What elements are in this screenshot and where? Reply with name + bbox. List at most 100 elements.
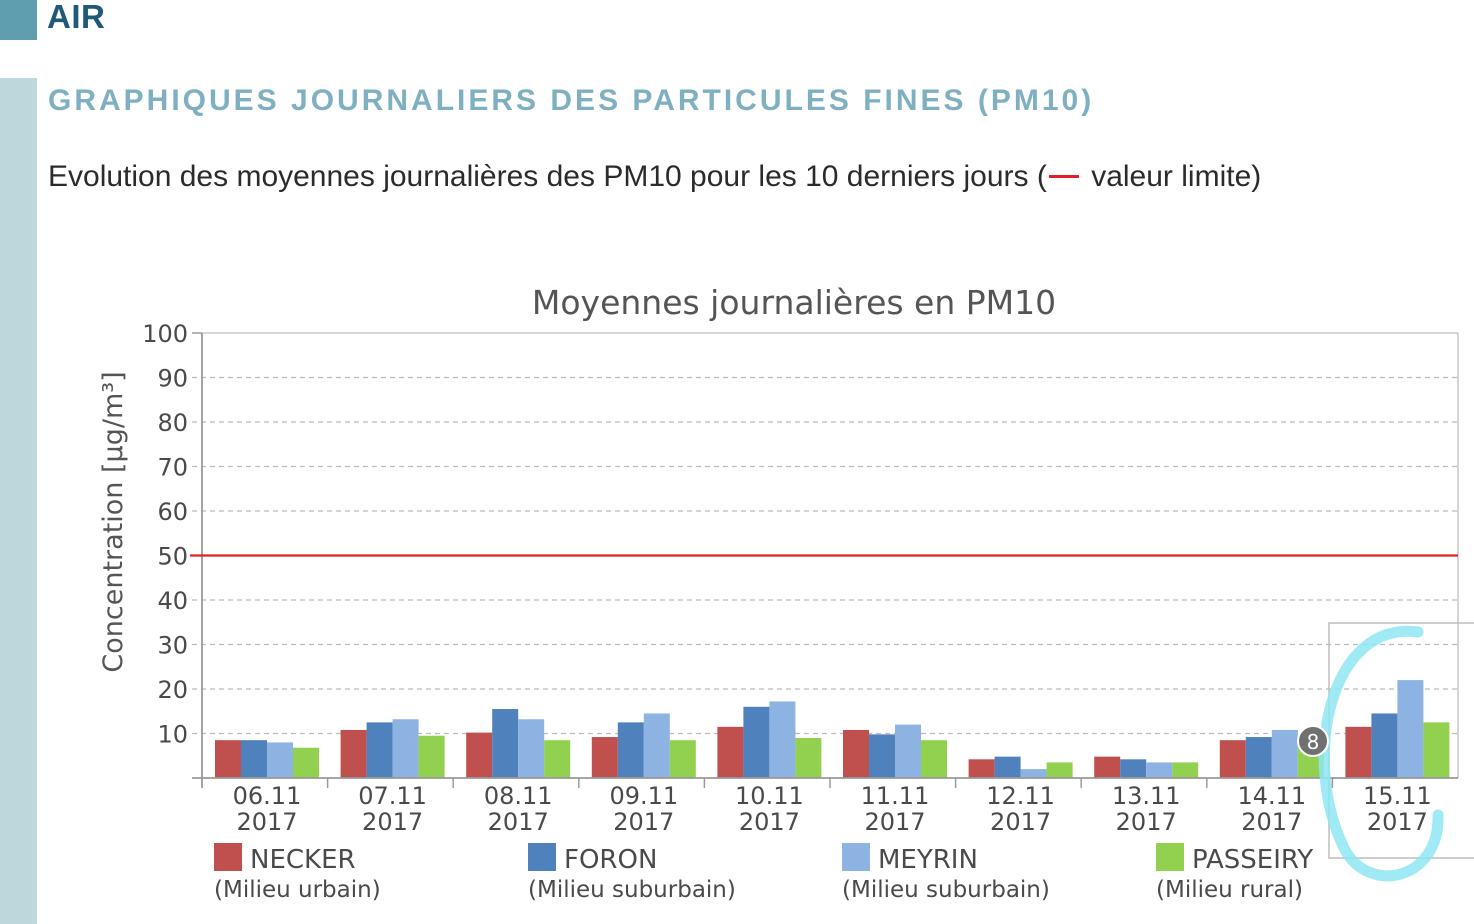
axes: [192, 332, 1459, 788]
bar-passeiry-15.11: [1423, 722, 1450, 778]
y-tick-label: 60: [157, 498, 188, 526]
bar-meyrin-09.11: [643, 713, 670, 778]
bar-passeiry-10.11: [795, 737, 822, 778]
bar-foron-14.11: [1245, 737, 1272, 778]
screen-annotation-overlay: 8: [1297, 622, 1474, 882]
bar-foron-06.11: [241, 740, 267, 778]
bar-foron-13.11: [1120, 759, 1147, 778]
description-text-after: valeur limite): [1082, 160, 1262, 193]
x-tick-label-year: 2017: [1116, 808, 1177, 836]
marker-badge: [1297, 725, 1329, 757]
legend-sublabel-meyrin: (Milieu suburbain): [842, 877, 1050, 903]
bar-meyrin-13.11: [1146, 762, 1173, 778]
bar-necker-10.11: [717, 726, 744, 778]
legend-label-meyrin: MEYRIN: [878, 845, 978, 875]
legend-swatch-foron: [528, 843, 556, 871]
bar-meyrin-10.11: [769, 701, 796, 778]
y-tick-label: 40: [157, 587, 188, 615]
chart-description: Evolution des moyennes journalières des …: [48, 160, 1261, 194]
sidebar-accent-bar: [0, 78, 37, 924]
bar-foron-08.11: [492, 709, 519, 778]
grid-lines: [192, 332, 1458, 735]
legend-swatch-necker: [214, 843, 242, 871]
marker-badge-label: 8: [1307, 730, 1320, 754]
legend-swatch-passeiry: [1156, 843, 1184, 871]
bar-passeiry-12.11: [1046, 762, 1073, 778]
x-tick-label-day: 14.11: [1237, 782, 1306, 810]
bar-necker-09.11: [591, 737, 618, 778]
y-tick-label: 10: [157, 721, 188, 749]
legend-label-necker: NECKER: [250, 845, 356, 875]
x-tick-label-year: 2017: [990, 808, 1051, 836]
bar-passeiry-06.11: [293, 747, 319, 778]
x-tick-label-day: 10.11: [735, 782, 804, 810]
bar-passeiry-07.11: [418, 735, 445, 778]
bar-foron-09.11: [617, 722, 644, 778]
bar-necker-06.11: [215, 740, 241, 778]
bar-necker-14.11: [1219, 740, 1246, 778]
bar-foron-15.11: [1371, 713, 1398, 778]
x-tick-label-year: 2017: [1367, 808, 1428, 836]
bar-passeiry-11.11: [921, 740, 947, 778]
bar-meyrin-06.11: [267, 742, 293, 778]
bar-necker-15.11: [1345, 726, 1372, 778]
header-accent-block: [0, 0, 37, 40]
legend-sublabel-necker: (Milieu urbain): [214, 877, 381, 903]
bar-necker-12.11: [968, 759, 995, 778]
bar-necker-11.11: [843, 729, 869, 778]
bar-foron-12.11: [994, 756, 1021, 778]
y-tick-label: 20: [157, 676, 188, 704]
legend-sublabel-passeiry: (Milieu rural): [1156, 877, 1303, 903]
x-tick-label-year: 2017: [236, 808, 297, 836]
bar-meyrin-15.11: [1397, 680, 1424, 778]
x-tick-label-year: 2017: [864, 808, 925, 836]
bar-meyrin-12.11: [1020, 769, 1047, 778]
x-tick-labels: 06.11201707.11201708.11201709.11201710.1…: [233, 782, 1432, 836]
y-axis-label: Concentration [µg/m³]: [98, 371, 129, 672]
bar-necker-07.11: [340, 729, 367, 778]
bar-foron-10.11: [743, 706, 770, 778]
bars: [215, 680, 1450, 778]
y-tick-label: 70: [157, 454, 188, 482]
x-tick-label-year: 2017: [362, 808, 423, 836]
x-tick-label-day: 07.11: [358, 782, 427, 810]
bar-necker-13.11: [1094, 756, 1121, 778]
y-tick-labels: 10 20 30 40 50 60 70 80 90 100: [142, 320, 188, 749]
y-tick-label: 100: [142, 320, 188, 348]
x-tick-label-day: 06.11: [233, 782, 302, 810]
description-text-before: Evolution des moyennes journalières des …: [48, 160, 1047, 193]
chart-title: Moyennes journalières en PM10: [532, 283, 1056, 322]
y-tick-label: 30: [157, 632, 188, 660]
limit-line-legend-icon: [1048, 174, 1079, 178]
page-header-title: AIR: [47, 0, 106, 35]
section-title: GRAPHIQUES JOURNALIERS DES PARTICULES FI…: [48, 84, 1095, 117]
bar-necker-08.11: [466, 732, 493, 778]
bar-foron-07.11: [366, 722, 393, 778]
x-tick-label-day: 13.11: [1112, 782, 1181, 810]
y-tick-label: 50: [157, 543, 188, 571]
bar-meyrin-11.11: [895, 724, 921, 778]
x-tick-label-day: 11.11: [861, 782, 930, 810]
x-tick-label-day: 09.11: [609, 782, 678, 810]
y-tick-label: 80: [157, 409, 188, 437]
x-tick-label-day: 08.11: [484, 782, 553, 810]
legend-sublabel-foron: (Milieu suburbain): [528, 877, 736, 903]
x-tick-label-year: 2017: [613, 808, 674, 836]
x-tick-label-year: 2017: [488, 808, 549, 836]
legend-swatch-meyrin: [842, 843, 870, 871]
x-tick-label-year: 2017: [1241, 808, 1302, 836]
bar-passeiry-08.11: [544, 740, 571, 778]
bar-foron-11.11: [869, 734, 895, 778]
y-tick-label: 90: [157, 365, 188, 393]
bar-meyrin-07.11: [392, 719, 419, 778]
bar-passeiry-13.11: [1172, 762, 1199, 778]
bar-meyrin-08.11: [518, 719, 545, 778]
highlight-scribble: [1318, 625, 1444, 882]
x-tick-label-day: 12.11: [986, 782, 1055, 810]
legend-label-passeiry: PASSEIRY: [1192, 845, 1313, 875]
x-tick-label-day: 15.11: [1363, 782, 1432, 810]
legend-label-foron: FORON: [564, 845, 657, 875]
bar-passeiry-09.11: [669, 740, 696, 778]
bar-meyrin-14.11: [1271, 729, 1298, 778]
